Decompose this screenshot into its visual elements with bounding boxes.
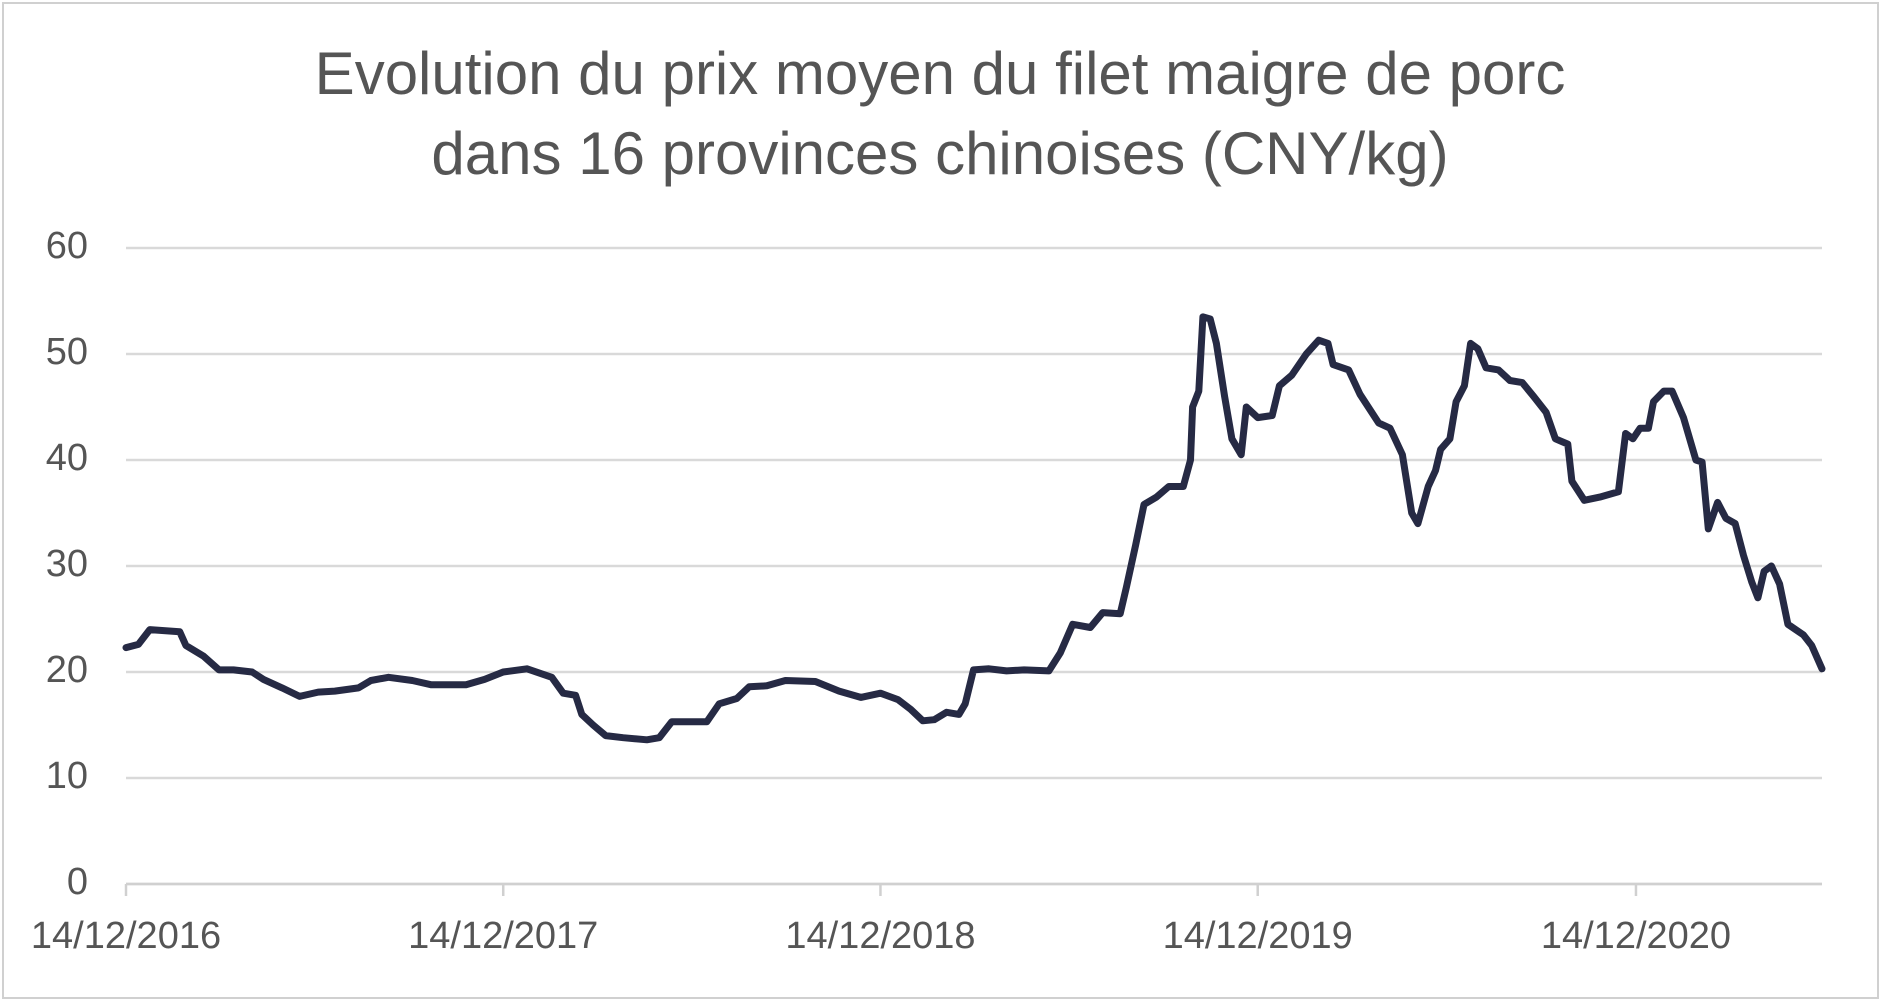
x-tick-label: 14/12/2019 [1163, 915, 1353, 957]
y-tick-label: 60 [46, 225, 88, 267]
x-tick-label: 14/12/2018 [785, 915, 975, 957]
y-tick-label: 40 [46, 437, 88, 479]
x-tick-label: 14/12/2017 [408, 915, 598, 957]
y-tick-label: 0 [67, 861, 88, 903]
x-tick-label: 14/12/2020 [1541, 915, 1731, 957]
x-tick-label: 14/12/2016 [31, 915, 221, 957]
y-tick-label: 30 [46, 543, 88, 585]
line-series [122, 313, 1826, 744]
y-tick-label: 50 [46, 331, 88, 373]
chart-title: Evolution du prix moyen du filet maigre … [314, 40, 1566, 187]
y-tick-label: 20 [46, 649, 88, 691]
y-tick-label: 10 [46, 755, 88, 797]
